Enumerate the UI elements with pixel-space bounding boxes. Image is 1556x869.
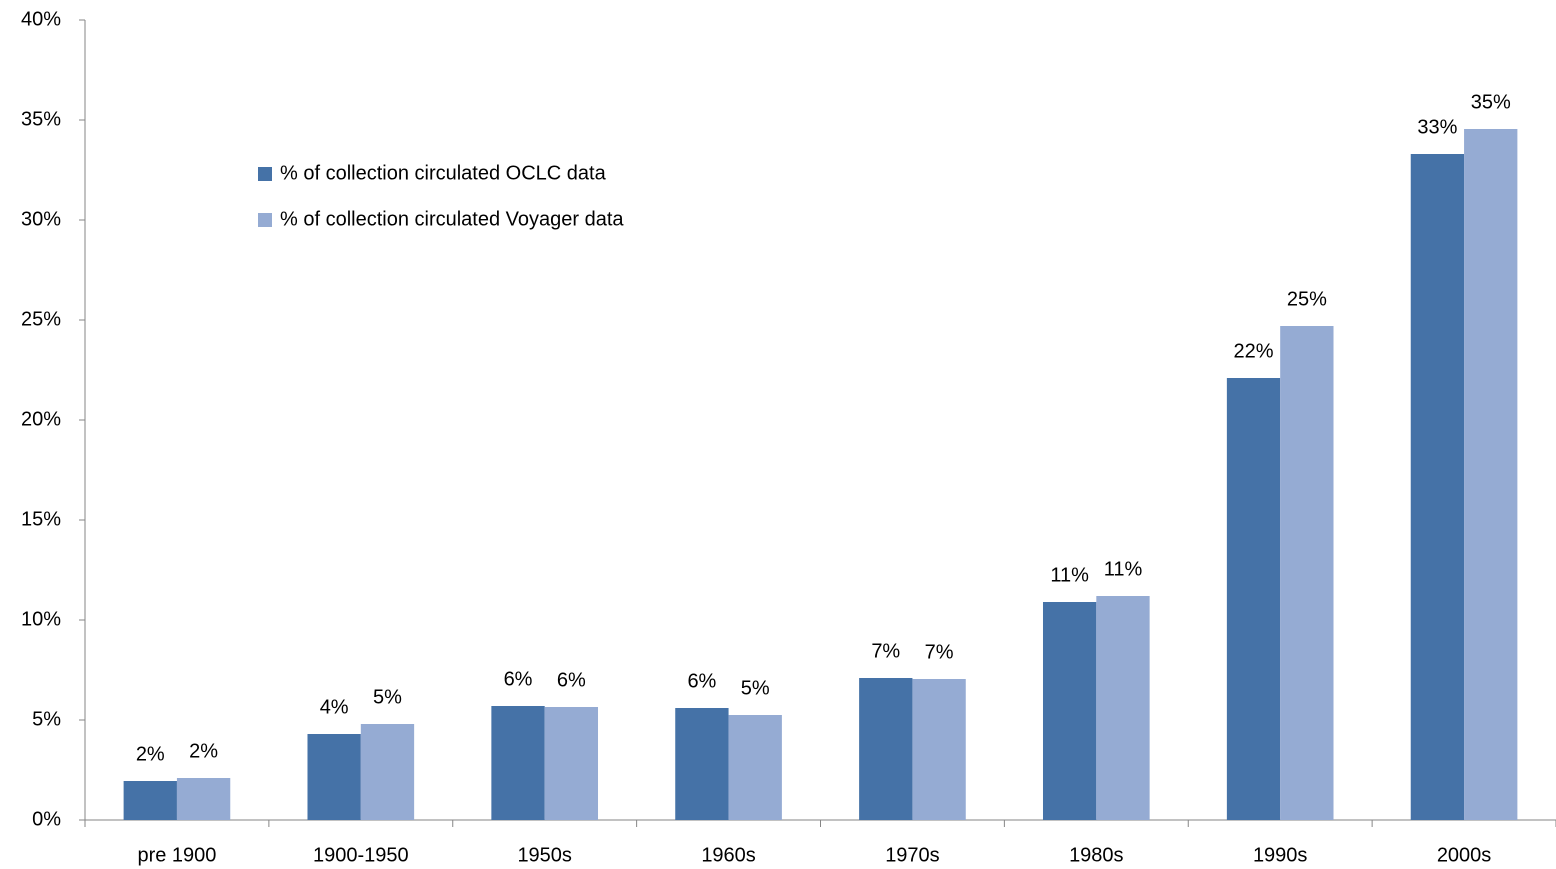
value-label: 6% [687, 670, 716, 692]
value-label: 2% [136, 743, 165, 765]
y-tick-label: 15% [21, 508, 61, 530]
value-label: 7% [925, 641, 954, 663]
value-label: 11% [1104, 558, 1143, 580]
legend-swatch [258, 167, 272, 181]
y-tick-label: 10% [21, 608, 61, 630]
bar [1410, 154, 1465, 820]
x-tick-label: pre 1900 [137, 844, 216, 866]
value-label: 35% [1471, 91, 1511, 113]
bar [1464, 129, 1518, 820]
bar [1226, 378, 1281, 820]
value-label: 6% [557, 669, 586, 691]
legend-swatch [258, 213, 272, 227]
value-label: 33% [1417, 116, 1457, 138]
bar [728, 715, 782, 820]
y-tick-label: 35% [21, 108, 61, 130]
bar [123, 781, 177, 820]
legend-label: % of collection circulated OCLC data [280, 162, 607, 184]
bar [544, 707, 599, 820]
x-tick-label: 2000s [1437, 844, 1492, 866]
legend-label: % of collection circulated Voyager data [280, 208, 624, 230]
y-tick-label: 5% [32, 708, 61, 730]
y-tick-label: 30% [21, 208, 61, 230]
value-label: 25% [1287, 288, 1327, 310]
bar [307, 734, 361, 820]
value-label: 2% [189, 740, 218, 762]
x-tick-label: 1990s [1253, 844, 1308, 866]
y-tick-label: 0% [32, 808, 61, 830]
y-tick-label: 20% [21, 408, 61, 430]
y-tick-label: 40% [21, 8, 61, 30]
bar [491, 706, 545, 820]
y-tick-label: 25% [21, 308, 61, 330]
x-tick-label: 1980s [1069, 844, 1124, 866]
bar [1042, 602, 1097, 820]
bar [675, 708, 729, 820]
value-label: 6% [504, 668, 533, 690]
bar [1280, 326, 1334, 820]
x-tick-label: 1960s [701, 844, 756, 866]
bar [176, 778, 231, 820]
value-label: 11% [1050, 564, 1089, 586]
x-tick-label: 1900-1950 [313, 844, 409, 866]
value-label: 7% [871, 640, 900, 662]
bar [1096, 596, 1150, 820]
x-tick-label: 1950s [517, 844, 572, 866]
value-label: 5% [741, 677, 770, 699]
value-label: 22% [1234, 340, 1274, 362]
value-label: 5% [373, 686, 402, 708]
bar [859, 678, 913, 820]
bar [912, 679, 966, 820]
x-tick-label: 1970s [885, 844, 940, 866]
value-label: 4% [320, 696, 349, 718]
bar [360, 724, 415, 820]
